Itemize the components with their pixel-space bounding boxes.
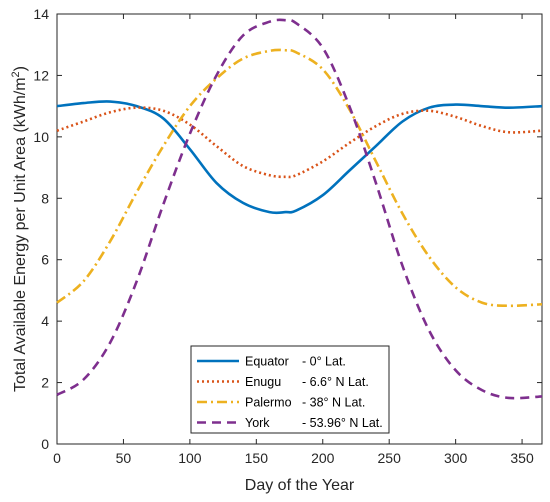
legend-note-equator: - 0° Lat. xyxy=(302,355,346,369)
legend-label-york: York xyxy=(245,416,270,430)
legend-label-palermo: Palermo xyxy=(245,396,292,410)
x-tick-label: 300 xyxy=(444,450,468,466)
y-axis-label-main: Total Available Energy per Unit Area (kW… xyxy=(12,77,29,392)
series-line-enugu xyxy=(56,106,543,179)
legend-note-enugu: - 6.6° N Lat. xyxy=(302,375,369,389)
x-tick-label: 250 xyxy=(378,450,402,466)
series-line-york xyxy=(56,18,543,400)
series-lines xyxy=(56,18,543,400)
x-tick-label: 350 xyxy=(510,450,534,466)
legend-note-york: - 53.96° N Lat. xyxy=(302,416,383,430)
x-tick-label: 100 xyxy=(178,450,202,466)
y-axis-label-sup: 2 xyxy=(10,71,22,77)
legend: Equator - 0° Lat. Enugu - 6.6° N Lat. Palerm… xyxy=(190,345,390,434)
x-tick-label: 200 xyxy=(311,450,335,466)
y-axis-label: Total Available Energy per Unit Area (kW… xyxy=(10,66,29,392)
legend-label-enugu: Enugu xyxy=(245,375,281,389)
legend-label-equator: Equator xyxy=(245,355,289,369)
y-tick-label: 0 xyxy=(41,436,49,452)
y-tick-label: 2 xyxy=(41,375,49,391)
y-tick-label: 8 xyxy=(41,190,49,206)
y-tick-label: 6 xyxy=(41,252,49,268)
y-tick-label: 14 xyxy=(33,6,49,22)
y-tick-label: 4 xyxy=(41,313,49,329)
x-tick-label: 0 xyxy=(53,450,61,466)
series-line-palermo xyxy=(56,48,543,308)
legend-entries: Equator - 0° Lat. Enugu - 6.6° N Lat. Palerm… xyxy=(197,355,383,430)
y-tick-label: 12 xyxy=(33,67,49,83)
x-axis-label: Day of the Year xyxy=(245,477,355,494)
y-tick-label: 10 xyxy=(33,129,49,145)
x-tick-label: 150 xyxy=(245,450,269,466)
x-tick-label: 50 xyxy=(116,450,132,466)
y-axis-label-end: ) xyxy=(12,66,29,71)
axis-ticks: 0 50 100 150 200 250 300 350 0 2 4 6 8 10 12 14 xyxy=(33,6,542,466)
legend-note-palermo: - 38° N Lat. xyxy=(302,396,365,410)
